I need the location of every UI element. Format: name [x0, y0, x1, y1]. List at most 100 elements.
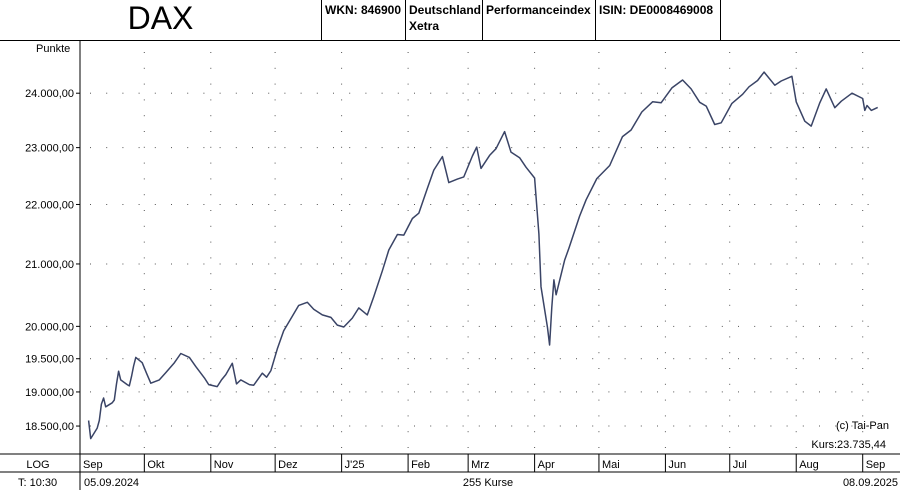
grid-dot	[664, 336, 666, 338]
grid-dot	[210, 415, 212, 417]
grid-dot	[210, 336, 212, 338]
grid-dot	[592, 425, 594, 427]
grid-dot	[407, 368, 409, 369]
grid-dot	[795, 162, 797, 164]
grid-dot	[862, 304, 864, 306]
grid-dot	[786, 263, 788, 265]
grid-dot	[219, 92, 221, 94]
x-tick-label: Okt	[147, 459, 164, 471]
last-price-label: Kurs:23.735,44	[811, 439, 886, 451]
grid-dot	[462, 358, 464, 360]
grid-dot	[467, 352, 469, 354]
grid-dot	[862, 336, 864, 338]
grid-dot	[664, 447, 666, 448]
grid-dot	[795, 225, 797, 227]
grid-dot	[729, 52, 731, 53]
grid-dot	[754, 147, 756, 149]
grid-dot	[154, 263, 156, 265]
grid-dot	[203, 425, 205, 427]
grid-dot	[640, 325, 642, 327]
grid-dot	[598, 336, 600, 338]
count-label: 255 Kurse	[463, 477, 513, 489]
grid-dot	[598, 210, 600, 211]
grid-dot	[592, 147, 594, 149]
grid-dot	[534, 336, 536, 338]
grid-dot	[543, 391, 545, 393]
grid-dot	[835, 358, 837, 360]
grid-dot	[349, 204, 351, 205]
grid-dot	[341, 178, 343, 180]
grid-dot	[478, 425, 480, 427]
grid-dot	[349, 391, 351, 393]
grid-dot	[770, 263, 772, 265]
grid-dot	[559, 204, 561, 205]
grid-dot	[729, 399, 731, 401]
grid-dot	[138, 204, 140, 205]
grid-dot	[467, 83, 469, 85]
grid-dot	[274, 273, 276, 275]
grid-dot	[738, 263, 739, 265]
grid-dot	[729, 383, 731, 385]
grid-dot	[316, 325, 318, 327]
grid-dot	[381, 92, 383, 94]
grid-dot	[729, 289, 731, 290]
grid-dot	[143, 320, 145, 322]
grid-dot	[446, 358, 448, 360]
grid-dot	[187, 204, 189, 205]
grid-dot	[210, 210, 212, 211]
grid-dot	[664, 194, 666, 196]
grid-dot	[462, 263, 464, 265]
grid-dot	[795, 67, 797, 69]
grid-dot	[527, 358, 529, 360]
grid-dot	[664, 162, 666, 164]
grid-dot	[534, 399, 536, 401]
grid-dot	[462, 325, 464, 327]
grid-dot	[495, 358, 496, 360]
grid-dot	[576, 391, 577, 393]
grid-dot	[862, 415, 864, 417]
grid-dot	[576, 358, 577, 360]
grid-dot	[284, 391, 286, 393]
grid-dot	[467, 194, 469, 196]
grid-dot	[851, 263, 853, 265]
grid-dot	[203, 92, 205, 94]
grid-dot	[664, 289, 666, 290]
grid-dot	[467, 146, 469, 148]
grid-dot	[559, 391, 561, 393]
grid-dot	[705, 204, 707, 205]
grid-dot	[407, 257, 409, 259]
y-tick-label: 18.500,00	[25, 421, 74, 433]
grid-dot	[235, 325, 237, 327]
grid-dot	[795, 146, 797, 148]
grid-dot	[143, 431, 145, 433]
grid-dot	[430, 263, 432, 265]
grid-dot	[795, 131, 797, 132]
price-series-line	[87, 71, 879, 440]
grid-dot	[862, 162, 864, 164]
grid-dot	[407, 131, 409, 132]
grid-dot	[341, 194, 343, 196]
grid-dot	[90, 204, 91, 205]
grid-dot	[268, 358, 270, 360]
grid-dot	[274, 194, 276, 196]
grid-dot	[867, 358, 869, 360]
grid-dot	[543, 204, 545, 205]
grid-dot	[274, 368, 276, 369]
grid-dot	[333, 325, 334, 327]
grid-dot	[106, 325, 108, 327]
grid-dot	[598, 320, 600, 322]
grid-dot	[721, 92, 723, 94]
grid-dot	[90, 391, 91, 393]
grid-dot	[770, 358, 772, 360]
grid-dot	[598, 289, 600, 290]
grid-dot	[478, 92, 480, 94]
x-tick-label: J'25	[345, 459, 365, 471]
grid-dot	[795, 368, 797, 369]
grid-dot	[467, 162, 469, 164]
grid-dot	[106, 147, 108, 149]
grid-dot	[274, 67, 276, 69]
grid-dot	[795, 83, 797, 85]
grid-dot	[90, 358, 91, 360]
grid-dot	[729, 447, 731, 448]
grid-dot	[795, 257, 797, 259]
